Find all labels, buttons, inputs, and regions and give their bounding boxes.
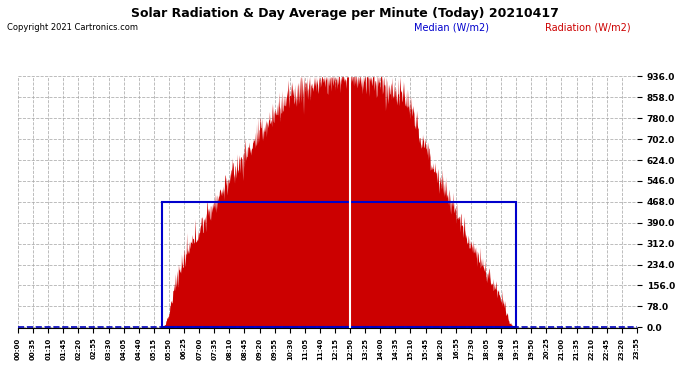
Text: Copyright 2021 Cartronics.com: Copyright 2021 Cartronics.com bbox=[7, 22, 138, 32]
Text: Median (W/m2): Median (W/m2) bbox=[414, 22, 489, 33]
Bar bbox=[162, 202, 516, 327]
Text: Solar Radiation & Day Average per Minute (Today) 20210417: Solar Radiation & Day Average per Minute… bbox=[131, 8, 559, 21]
Text: Radiation (W/m2): Radiation (W/m2) bbox=[545, 22, 631, 33]
